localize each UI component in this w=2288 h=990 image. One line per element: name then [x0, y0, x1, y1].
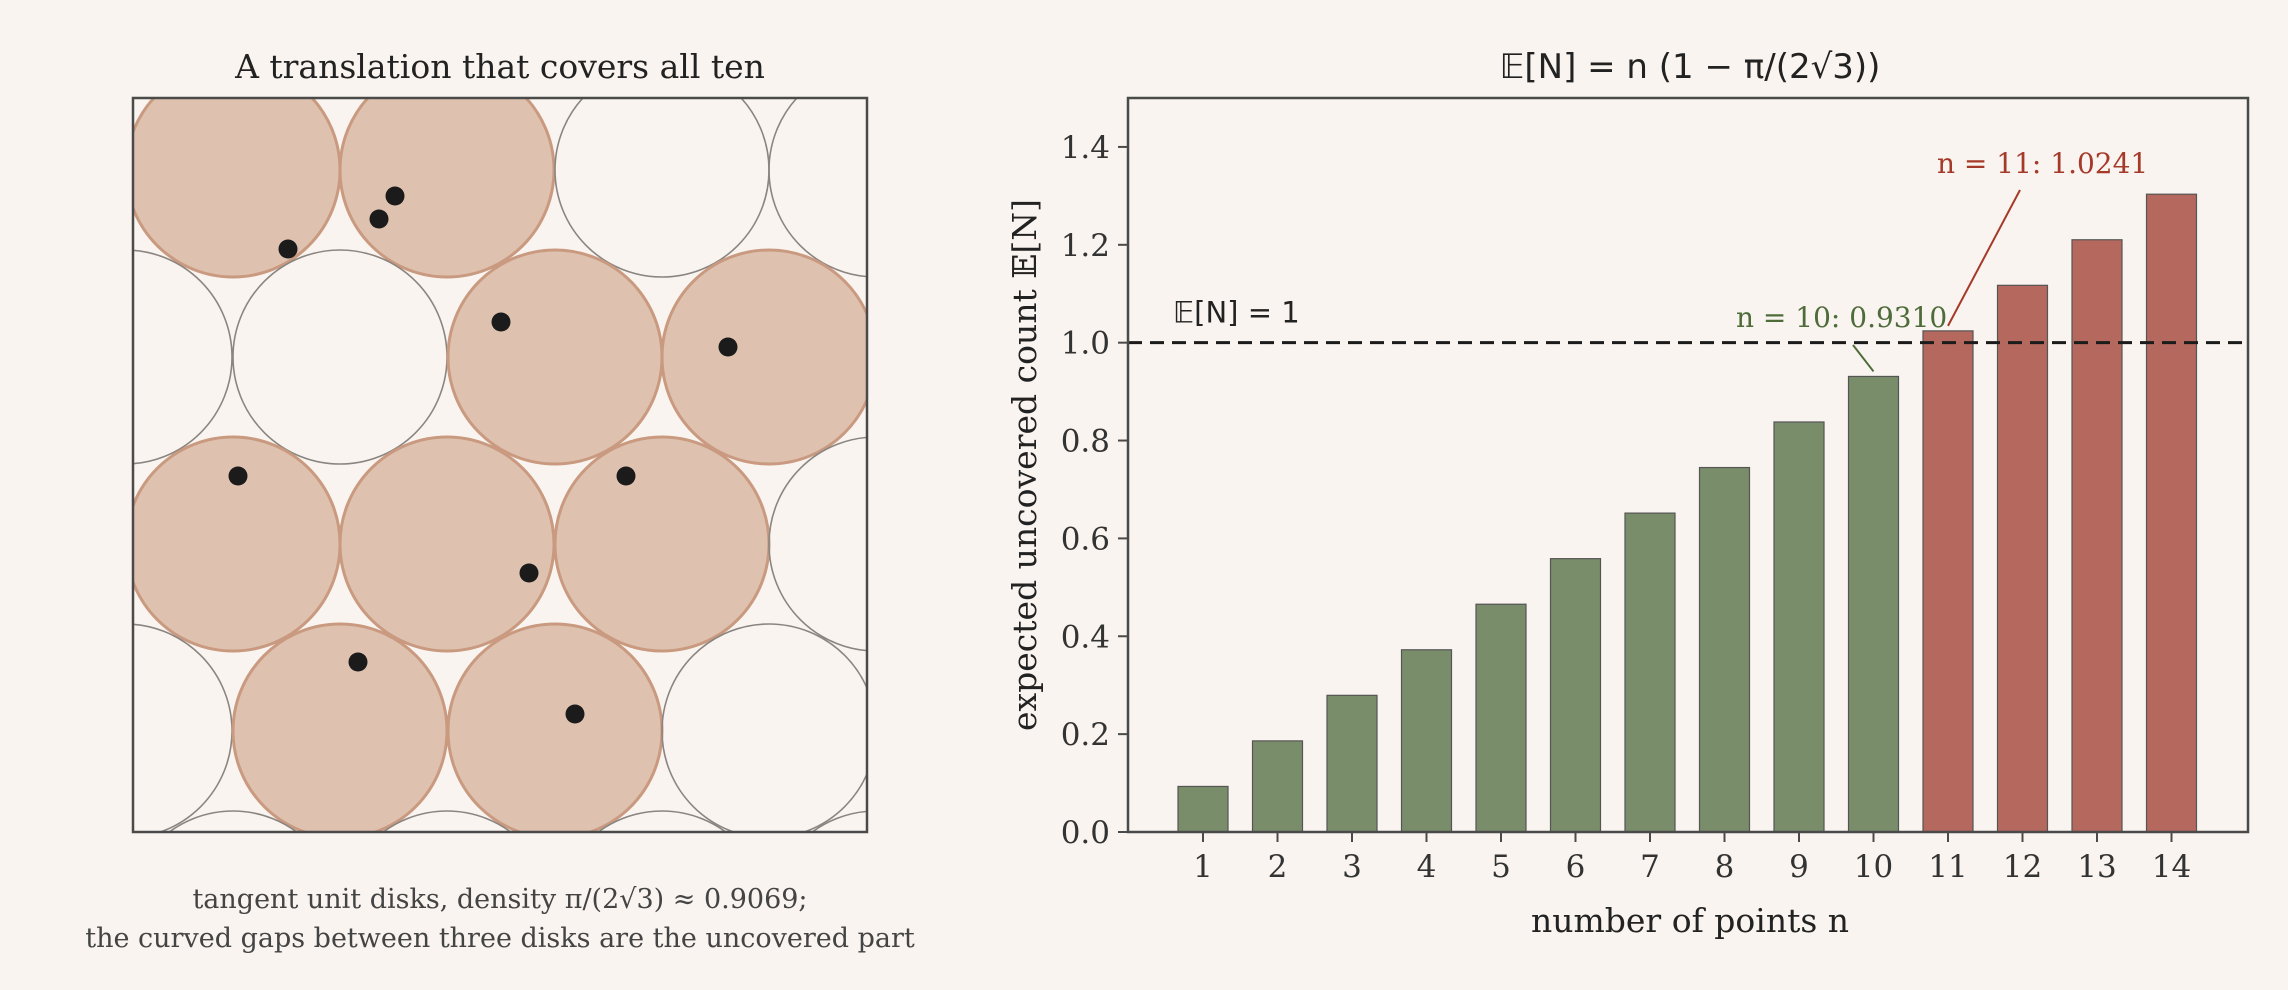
- y-tick-label: 0.4: [1061, 619, 1110, 655]
- left-panel-title: A translation that covers all ten: [234, 47, 765, 86]
- covering-disk: [660, 248, 867, 466]
- bar-series: [1177, 193, 2198, 833]
- bar-n-11: [1922, 330, 1974, 833]
- left-panel-frame: [131, 96, 869, 834]
- covering-disk: [446, 248, 664, 466]
- bar-n-7: [1624, 512, 1676, 833]
- empty-disk: [168, 810, 298, 832]
- bar-n-4: [1400, 649, 1453, 833]
- empty-disk: [382, 810, 512, 832]
- annotations: n = 10: 0.9310 n = 11: 1.0241: [1736, 147, 2148, 373]
- sample-point: [565, 704, 585, 724]
- x-tick-label: 12: [2003, 849, 2042, 885]
- x-tick-label: 4: [1417, 849, 1437, 885]
- x-tick-label: 14: [2152, 849, 2191, 885]
- sample-point: [519, 563, 539, 583]
- x-tick-label: 11: [1928, 849, 1967, 885]
- sample-point: [369, 209, 389, 229]
- x-tick-label: 3: [1342, 849, 1362, 885]
- covering-disk: [338, 98, 556, 279]
- x-axis-label: number of points n: [1531, 901, 1849, 940]
- y-tick-label: 1.4: [1061, 130, 1110, 166]
- plot-frame: [1126, 96, 2250, 834]
- bar-n-2: [1251, 740, 1304, 833]
- caption-line-2: the curved gaps between three disks are …: [85, 923, 915, 954]
- x-axis: 1 2 3 4 5 6 7 8 9 10 11 12 13 14: [1193, 832, 2191, 885]
- empty-disk: [232, 249, 448, 465]
- right-panel: 𝔼[N] = n (1 − π/(2√3)) 𝔼[N] = 1 0.00.20.…: [1005, 47, 2250, 940]
- covering-disk: [338, 435, 556, 653]
- covering-disk: [231, 622, 449, 832]
- annotation-leader: [1947, 189, 2021, 327]
- sample-point: [616, 466, 636, 486]
- empty-disk: [597, 810, 727, 832]
- bar-n-3: [1326, 694, 1378, 833]
- bar-n-13: [2071, 239, 2123, 833]
- empty-disk: [133, 249, 233, 465]
- covering-disk: [446, 622, 664, 832]
- threshold-label: 𝔼[N] = 1: [1173, 296, 1300, 330]
- y-tick-label: 1.2: [1061, 228, 1110, 264]
- y-axis: 0.0 0.2 0.4 0.6 0.8 1.0 1.2 1.4: [1061, 130, 1128, 851]
- x-tick-label: 10: [1854, 849, 1893, 885]
- bar-n-10: [1847, 375, 1900, 833]
- y-axis-label: expected uncovered count 𝔼[N]: [1005, 199, 1044, 731]
- empty-disk: [661, 623, 867, 832]
- y-tick-label: 0.2: [1061, 717, 1110, 753]
- covering-disk: [553, 435, 771, 653]
- sample-point: [718, 337, 738, 357]
- x-tick-label: 2: [1268, 849, 1288, 885]
- x-tick-label: 7: [1640, 849, 1660, 885]
- bar-n-9: [1773, 421, 1825, 833]
- bar-n-8: [1698, 466, 1751, 833]
- x-tick-label: 6: [1566, 849, 1586, 885]
- sample-point: [278, 239, 298, 259]
- y-tick-label: 1.0: [1061, 326, 1110, 362]
- sample-point: [348, 652, 368, 672]
- x-tick-label: 5: [1491, 849, 1511, 885]
- left-panel: A translation that covers all ten tangen…: [85, 47, 915, 954]
- caption-line-1: tangent unit disks, density π/(2√3) ≈ 0.…: [192, 884, 807, 915]
- x-tick-label: 9: [1789, 849, 1809, 885]
- bar-n-12: [1996, 284, 2049, 833]
- disk-packing: [133, 98, 867, 832]
- y-tick-label: 0.0: [1061, 815, 1110, 851]
- annotation-label: n = 10: 0.9310: [1736, 301, 1947, 334]
- sample-point: [385, 186, 405, 206]
- bar-n-5: [1475, 603, 1527, 833]
- empty-disk: [768, 436, 867, 652]
- covering-disk: [133, 98, 342, 279]
- annotation-leader: [1852, 344, 1875, 373]
- annotation-label: n = 11: 1.0241: [1937, 147, 2148, 180]
- sample-point: [228, 466, 248, 486]
- y-tick-label: 0.6: [1061, 521, 1110, 557]
- x-tick-label: 13: [2077, 849, 2116, 885]
- sample-point: [491, 312, 511, 332]
- empty-disk: [133, 623, 233, 832]
- bar-n-1: [1177, 785, 1229, 833]
- bar-n-6: [1549, 558, 1602, 833]
- sample-points: [228, 186, 738, 724]
- chart-title: 𝔼[N] = n (1 − π/(2√3)): [1500, 47, 1881, 87]
- x-tick-label: 8: [1715, 849, 1735, 885]
- bar-n-14: [2145, 193, 2198, 833]
- empty-disk: [554, 98, 770, 278]
- empty-disk: [768, 98, 867, 278]
- y-tick-label: 0.8: [1061, 424, 1110, 460]
- x-tick-label: 1: [1193, 849, 1213, 885]
